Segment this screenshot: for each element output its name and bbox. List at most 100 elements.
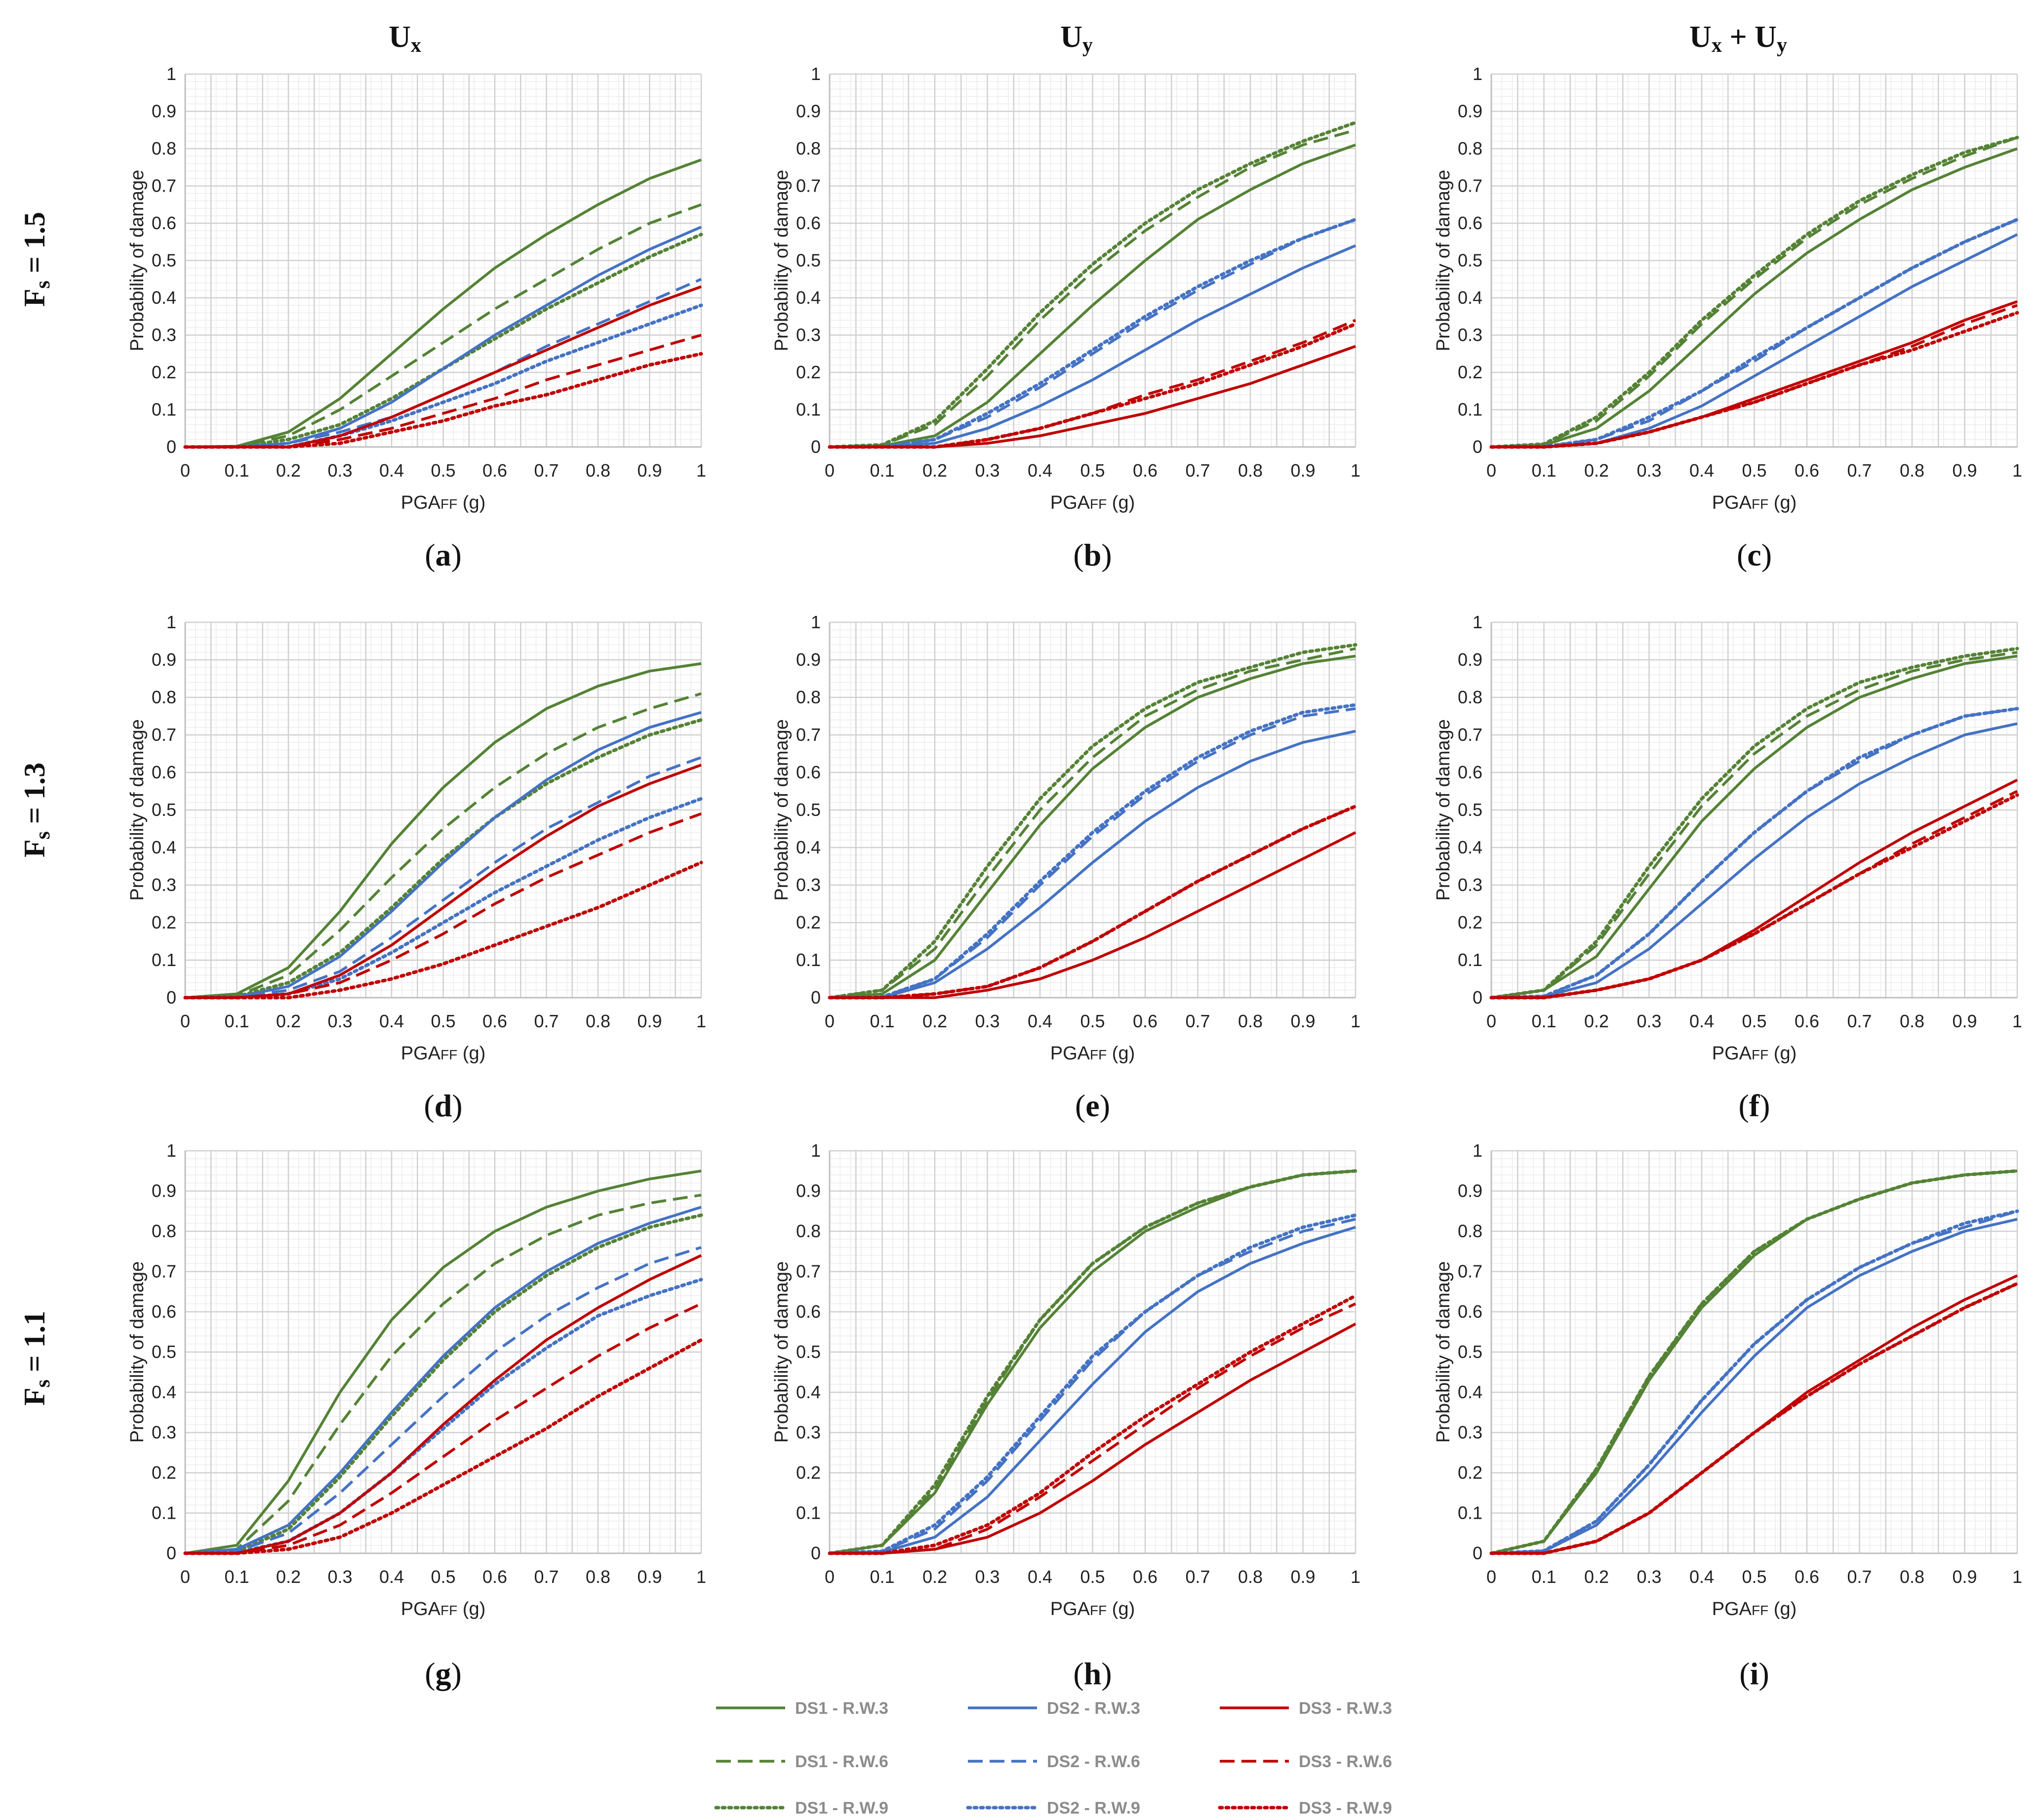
- x-tick-label: 0.1: [1531, 1011, 1556, 1031]
- x-tick-label: 1: [2012, 1011, 2022, 1031]
- y-tick-label: 1: [1473, 1140, 1482, 1161]
- series-ds3-r-w-9: [183, 352, 703, 449]
- y-tick-label: 0.7: [796, 725, 821, 745]
- x-tick-label: 0.5: [1080, 460, 1105, 481]
- x-tick-label: 0.5: [431, 460, 455, 481]
- x-tick-label: 0.6: [1133, 460, 1158, 481]
- legend-item: DS1 - R.W.6: [716, 1752, 888, 1771]
- series-ds2-r-w-3: [1491, 1217, 2018, 1555]
- x-axis-label: PGAFF (g): [401, 1599, 485, 1619]
- legend-item: DS1 - R.W.9: [714, 1799, 888, 1818]
- y-tick-label: 1: [1473, 64, 1482, 84]
- series-lines: [828, 1169, 1358, 1555]
- y-tick-label: 0.6: [796, 213, 821, 233]
- x-tick-label: 0.3: [1637, 1567, 1661, 1587]
- y-tick-label: 0.2: [152, 912, 176, 932]
- legend-label: DS2 - R.W.3: [1047, 1699, 1140, 1718]
- tick-labels: 00 0.1 0.1 0.2 0.2 0.3 0.3 0.4 0.4 0.5 0.5 0.6 0.6 0.…: [1458, 1140, 2022, 1587]
- x-tick-label: 0.2: [922, 460, 947, 481]
- series-ds3-r-w-3: [830, 831, 1357, 999]
- panel-b: 00 0.1 0.1 0.2 0.2 0.3 0.3 0.4 0.4 0.5 0.5 0.6 0.6 0.…: [771, 64, 1360, 572]
- y-tick-label: 0.1: [796, 400, 821, 420]
- y-tick-label: 0: [1473, 987, 1482, 1008]
- y-tick-label: 0.4: [796, 837, 821, 857]
- series-lines: [183, 159, 703, 449]
- series-ds1-r-w-6: [185, 203, 702, 448]
- x-tick-label: 0.3: [1637, 1011, 1661, 1031]
- x-tick-label: 1: [2012, 1567, 2022, 1587]
- chart-panels: 0 0 0.1 0.1 0.2 0.2 0.3 0.3 0.4 0.4 0.5 0.5 0.6 0.6 0.…: [127, 64, 2022, 1691]
- x-tick-label: 0.6: [482, 1567, 507, 1587]
- y-tick-label: 0.5: [152, 250, 176, 271]
- y-tick-label: 0.7: [152, 1261, 176, 1282]
- series-lines: [183, 1170, 703, 1555]
- y-tick-label: 0.7: [1458, 1261, 1482, 1282]
- panel-f: 00 0.1 0.1 0.2 0.2 0.3 0.3 0.4 0.4 0.5 0.5 0.6 0.6 0.…: [1433, 612, 2022, 1123]
- y-tick-label: 0.6: [1458, 213, 1482, 233]
- series-ds2-r-w-3: [830, 729, 1356, 999]
- x-tick-label: 0.4: [1689, 1567, 1714, 1587]
- x-axis-label: PGAFF (g): [401, 1043, 485, 1064]
- panel-label-d: (d): [424, 1088, 462, 1123]
- y-tick-label: 0.3: [796, 875, 821, 895]
- y-tick-label: 0.7: [1458, 725, 1482, 745]
- x-tick-label: 0.4: [1028, 1567, 1052, 1587]
- x-axis-label: PGAFF (g): [1712, 492, 1797, 513]
- panel-label-c: (c): [1737, 537, 1772, 572]
- y-tick-label: 0.4: [1458, 1382, 1482, 1402]
- y-tick-label: 0.3: [1458, 1422, 1482, 1443]
- x-tick-label: 0: [180, 1567, 190, 1587]
- y-tick-label: 0.7: [796, 176, 821, 196]
- y-tick-label: 0.7: [152, 725, 176, 745]
- y-tick-label: 0.5: [1458, 250, 1482, 271]
- y-tick-label: 0.8: [796, 1221, 821, 1241]
- y-tick-label: 0.3: [1458, 325, 1482, 345]
- panel-label-f: (f): [1739, 1088, 1770, 1123]
- x-tick-label: 0.3: [327, 1011, 352, 1031]
- x-tick-label: 0.7: [1847, 1567, 1872, 1587]
- x-tick-label: 0.9: [637, 460, 662, 481]
- y-tick-label: 0.8: [152, 1221, 176, 1241]
- series-lines: [1489, 1169, 2019, 1555]
- x-tick-label: 0.2: [1584, 460, 1609, 481]
- x-tick-label: 0.2: [276, 1011, 301, 1031]
- series-ds1-r-w-6: [185, 1193, 702, 1555]
- x-tick-label: 0.9: [637, 1011, 662, 1031]
- tick-labels: 00 0.1 0.1 0.2 0.2 0.3 0.3 0.4 0.4 0.5 0.5 0.6 0.6 0.…: [152, 64, 706, 481]
- x-tick-label: 0.4: [379, 1567, 404, 1587]
- series-ds3-r-w-6: [1491, 790, 2018, 999]
- x-tick-label: 0.3: [975, 1567, 999, 1587]
- x-tick-label: 0.9: [1290, 1011, 1315, 1031]
- series-ds1-r-w-6: [829, 128, 1356, 448]
- legend-item: DS1 - R.W.3: [716, 1699, 888, 1718]
- x-tick-label: 0.6: [482, 460, 507, 481]
- y-axis-label: Probability of damage: [127, 1261, 148, 1443]
- y-tick-label: 0.2: [1458, 1462, 1482, 1483]
- y-axis-label: Probability of damage: [1433, 1261, 1454, 1443]
- x-tick-label: 0.6: [1133, 1567, 1158, 1587]
- legend-label: DS2 - R.W.6: [1047, 1752, 1140, 1771]
- panel-d: 00 0.1 0.1 0.2 0.2 0.3 0.3 0.4 0.4 0.5 0.5 0.6 0.6 0.…: [127, 612, 706, 1123]
- y-tick-label: 0.9: [1458, 649, 1482, 670]
- series-ds2-r-w-3: [185, 226, 702, 448]
- panel-label-h: (h): [1073, 1656, 1112, 1691]
- x-tick-label: 0.7: [534, 1567, 559, 1587]
- panel-g: 00 0.1 0.1 0.2 0.2 0.3 0.3 0.4 0.4 0.5 0.5 0.6 0.6 0.…: [127, 1140, 706, 1691]
- y-tick-label: 0.9: [1458, 1181, 1482, 1201]
- x-tick-label: 0.2: [922, 1567, 947, 1587]
- y-tick-label: 0.2: [152, 1462, 176, 1483]
- series-ds1-r-w-3: [185, 159, 702, 448]
- major-grid: [1490, 1150, 2018, 1554]
- y-axis-label: Probability of damage: [1433, 719, 1454, 901]
- series-lines: [828, 643, 1358, 1000]
- series-ds1-r-w-3: [1491, 147, 2018, 448]
- y-tick-label: 1: [811, 1140, 821, 1161]
- y-tick-label: 0.9: [152, 101, 176, 121]
- x-tick-label: 0.9: [1290, 1567, 1315, 1587]
- y-tick-label: 0.9: [152, 649, 176, 670]
- y-tick-label: 1: [811, 64, 821, 84]
- x-tick-label: 0.5: [1080, 1011, 1105, 1031]
- tick-labels: 00 0.1 0.1 0.2 0.2 0.3 0.3 0.4 0.4 0.5 0.5 0.6 0.6 0.…: [796, 1140, 1360, 1587]
- x-tick-label: 0.6: [482, 1011, 507, 1031]
